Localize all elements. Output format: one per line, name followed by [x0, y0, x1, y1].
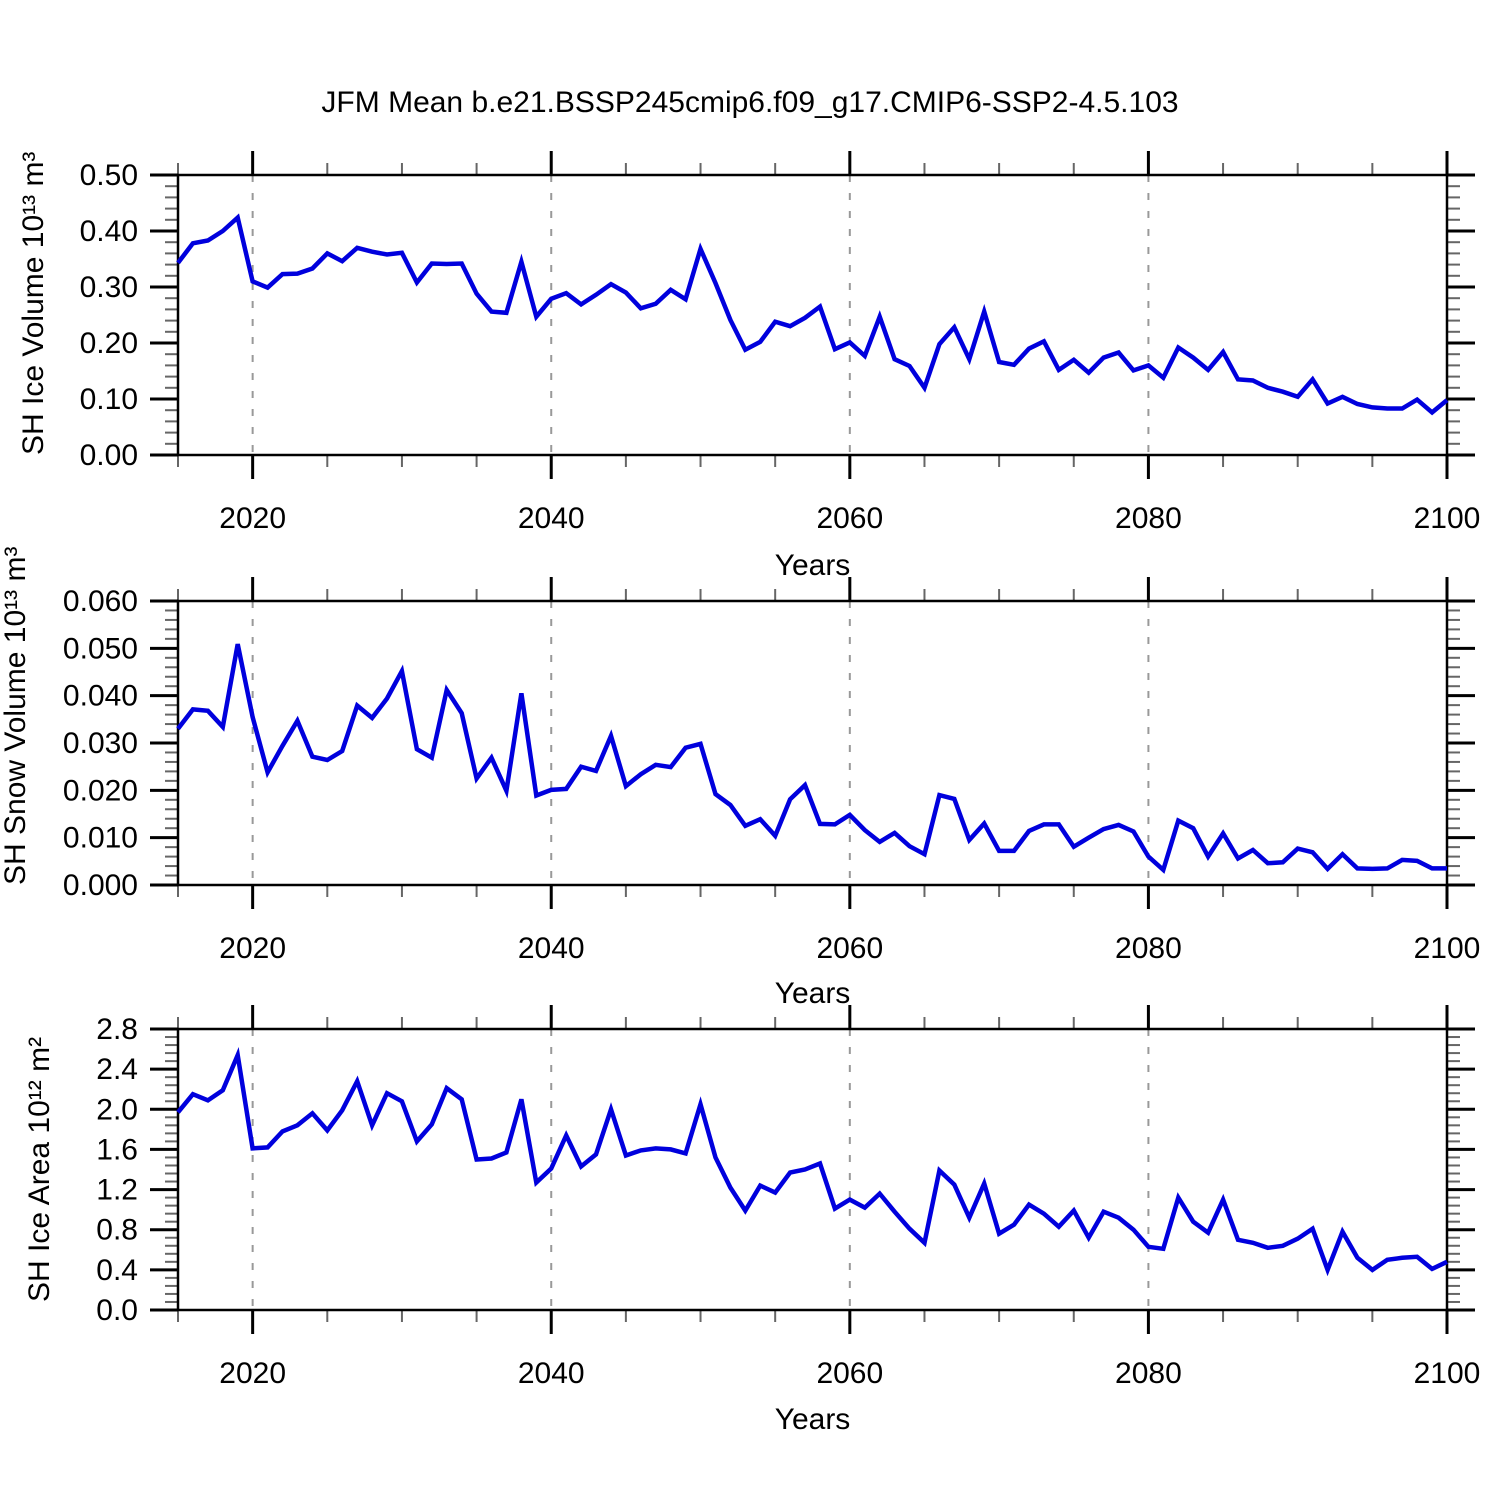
panel-sh-ice-volume: 2020 2040 2060 2080 2100 0.00 0.10 0.20 0.30 0.40…	[80, 151, 1481, 535]
x-tick-label: 2040	[518, 932, 585, 965]
y-tick-label: 0.30	[80, 271, 138, 304]
figure-title: JFM Mean b.e21.BSSP245cmip6.f09_g17.CMIP…	[321, 86, 1179, 119]
x-tick-label: 2020	[219, 1357, 286, 1390]
y-tick-label: 0.030	[63, 727, 138, 760]
y-tick-label: 0.050	[63, 632, 138, 665]
x-tick-label: 2100	[1414, 502, 1481, 535]
plot-frame	[176, 1027, 1449, 1312]
y-tick-label: 0.00	[80, 439, 138, 472]
x-tick-label: 2020	[219, 502, 286, 535]
plot-frame	[176, 173, 1449, 457]
y-tick-label: 0.10	[80, 383, 138, 416]
series-line-sh-ice-area	[176, 1047, 1448, 1277]
y-axis-label-snow-volume: SH Snow Volume 10¹³ m³	[0, 546, 32, 885]
x-tick-label: 2100	[1414, 1357, 1481, 1390]
y-tick-label: 0.010	[63, 822, 138, 855]
y-tick-label: 0.4	[96, 1254, 138, 1287]
x-tick-label: 2080	[1115, 932, 1182, 965]
x-tick-label: 2060	[816, 932, 883, 965]
x-tick-label: 2020	[219, 932, 286, 965]
y-tick-label: 2.8	[96, 1013, 138, 1046]
x-axis-label-years-middle: Years	[774, 977, 851, 1010]
x-tick-label: 2100	[1414, 932, 1481, 965]
x-tick-label: 2040	[518, 1357, 585, 1390]
y-tick-label: 2.4	[96, 1053, 138, 1086]
y-axis-label-ice-area: SH Ice Area 10¹² m²	[23, 1036, 56, 1303]
y-tick-label: 0.0	[96, 1294, 138, 1327]
x-tick-label: 2060	[816, 1357, 883, 1390]
y-tick-label: 0.000	[63, 869, 138, 902]
y-tick-label: 0.40	[80, 215, 138, 248]
series-line-sh-ice-volume	[176, 213, 1449, 416]
y-tick-label: 0.20	[80, 327, 138, 360]
x-tick-label: 2040	[518, 502, 585, 535]
y-tick-label: 0.8	[96, 1214, 138, 1247]
y-tick-label: 1.6	[96, 1133, 138, 1166]
panel-sh-snow-volume: 2020 2040 2060 2080 2100 0.000 0.010 0.020 0.030…	[63, 577, 1480, 965]
y-tick-label: 0.060	[63, 585, 138, 618]
y-tick-label: 0.020	[63, 774, 138, 807]
x-tick-label: 2080	[1115, 502, 1182, 535]
x-axis-label-years-top: Years	[774, 549, 851, 582]
y-tick-label: 2.0	[96, 1093, 138, 1126]
y-tick-label: 0.50	[80, 159, 138, 192]
panel-sh-ice-area: 2020 2040 2060 2080 2100 0.0 0.4 0.8 1.2 1.6 2.0 2.…	[96, 1005, 1480, 1390]
x-tick-label: 2060	[816, 502, 883, 535]
y-axis-label-ice-volume: SH Ice Volume 10¹³ m³	[17, 151, 50, 455]
x-tick-label: 2080	[1115, 1357, 1182, 1390]
plot-frame	[176, 599, 1449, 887]
y-tick-label: 0.040	[63, 680, 138, 713]
y-tick-label: 1.2	[96, 1174, 138, 1207]
x-axis-label-years-bottom: Years	[774, 1403, 851, 1436]
series-line-sh-snow-volume	[176, 643, 1447, 874]
